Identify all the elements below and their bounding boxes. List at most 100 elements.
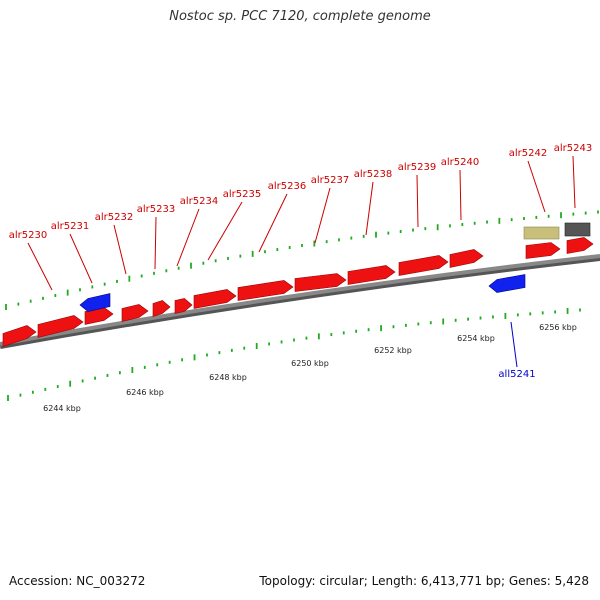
gene-label: alr5239 (398, 162, 436, 173)
tick-lower (131, 367, 134, 374)
gene-label-connector (572, 155, 576, 209)
tick-lower (7, 395, 9, 401)
tick-lower (554, 310, 557, 314)
forward-gene-arrow (174, 298, 193, 314)
tick-upper (79, 288, 81, 292)
label-connectors (27, 155, 576, 368)
tick-upper (264, 250, 266, 254)
tick-lower (317, 333, 320, 340)
tick-upper (325, 240, 328, 244)
forward-gene-arrow (37, 315, 84, 338)
gene-label: alr5237 (311, 175, 349, 186)
gene-labels: alr5230 alr5231 alr5232 alr5233 alr5234 alr52… (9, 143, 592, 380)
scale-tick-label: 6250 kbp (291, 359, 329, 368)
tick-lower (81, 379, 84, 383)
tick-upper (424, 227, 427, 231)
forward-gene-arrow (525, 242, 561, 259)
forward-gene-arrow (294, 273, 347, 292)
tick-upper (276, 248, 279, 252)
gene-label: alr5235 (223, 189, 261, 200)
tick-upper (116, 279, 118, 283)
tick-upper (251, 250, 254, 257)
tick-lower (467, 317, 469, 321)
gene-label: all5241 (498, 369, 535, 380)
tick-upper (362, 234, 365, 238)
tick-upper (399, 230, 402, 234)
forward-gene-arrow (121, 304, 149, 322)
forward-gene-arrow (2, 325, 37, 347)
tick-upper (128, 275, 131, 282)
tick-upper (227, 256, 229, 260)
forward-gene-arrow (152, 300, 171, 317)
tick-upper (572, 212, 575, 216)
gene-label-connector (314, 187, 331, 244)
tick-lower (342, 331, 345, 335)
tick-lower (367, 328, 370, 332)
tick-lower (218, 351, 221, 355)
tick-lower (579, 308, 581, 312)
tick-lower (454, 318, 457, 322)
tick-lower (492, 315, 494, 319)
tick-upper (473, 221, 476, 225)
tick-marks (5, 210, 599, 401)
tick-lower (230, 348, 233, 352)
forward-gene-arrow (193, 289, 237, 309)
tick-upper (547, 214, 550, 218)
tick-lower (541, 311, 544, 315)
gene-label: alr5230 (9, 230, 47, 241)
tick-upper (202, 261, 205, 265)
tick-upper (560, 212, 562, 219)
tick-upper (54, 293, 57, 297)
tick-lower (31, 390, 34, 394)
gene-label-connector (69, 233, 93, 284)
forward-gene-arrow (237, 280, 294, 301)
tick-upper (338, 238, 340, 242)
tick-upper (91, 285, 94, 289)
tick-lower (566, 307, 569, 314)
tick-lower (19, 393, 22, 397)
gene-label: alr5238 (354, 169, 392, 180)
tick-upper (153, 271, 155, 275)
gene-label: alr5242 (509, 148, 547, 159)
gene-label-connector (27, 242, 53, 291)
gene-label-connector (365, 181, 374, 236)
tick-lower (143, 365, 146, 369)
tick-lower (429, 321, 432, 325)
reverse-gene-arrow (488, 274, 526, 293)
tick-lower (355, 329, 358, 333)
feature-box-tan (523, 226, 560, 240)
tick-upper (584, 211, 587, 215)
gene-label: alr5236 (268, 181, 306, 192)
accession-text: Accession: NC_003272 (9, 574, 146, 588)
backbone-line (0, 254, 600, 346)
genome-backbone (0, 254, 600, 349)
tick-lower (243, 346, 246, 350)
tick-lower (94, 376, 96, 380)
tick-lower (392, 325, 395, 329)
tick-upper (42, 296, 44, 300)
gene-label: alr5232 (95, 212, 133, 223)
tick-lower (255, 343, 258, 350)
tick-upper (510, 218, 513, 222)
tick-lower (405, 323, 407, 327)
tick-lower (44, 387, 47, 391)
tick-lower (442, 318, 445, 325)
gene-label: alr5233 (137, 204, 175, 215)
scale-tick-label: 6248 kbp (209, 373, 247, 382)
tick-upper (350, 236, 353, 240)
tick-lower (268, 342, 271, 346)
gene-label-connector (527, 160, 546, 213)
tick-upper (436, 224, 439, 231)
tick-upper (165, 269, 168, 273)
gene-label: alr5240 (441, 157, 479, 168)
gene-label-connector (113, 224, 127, 275)
tick-upper (486, 220, 488, 224)
tick-upper (461, 223, 464, 227)
tick-lower (305, 336, 308, 340)
tick-upper (66, 289, 69, 296)
scale-tick-label: 6254 kbp (457, 334, 495, 343)
tick-lower (417, 322, 420, 326)
forward-gene-arrow (566, 237, 594, 254)
tick-lower (69, 380, 72, 387)
